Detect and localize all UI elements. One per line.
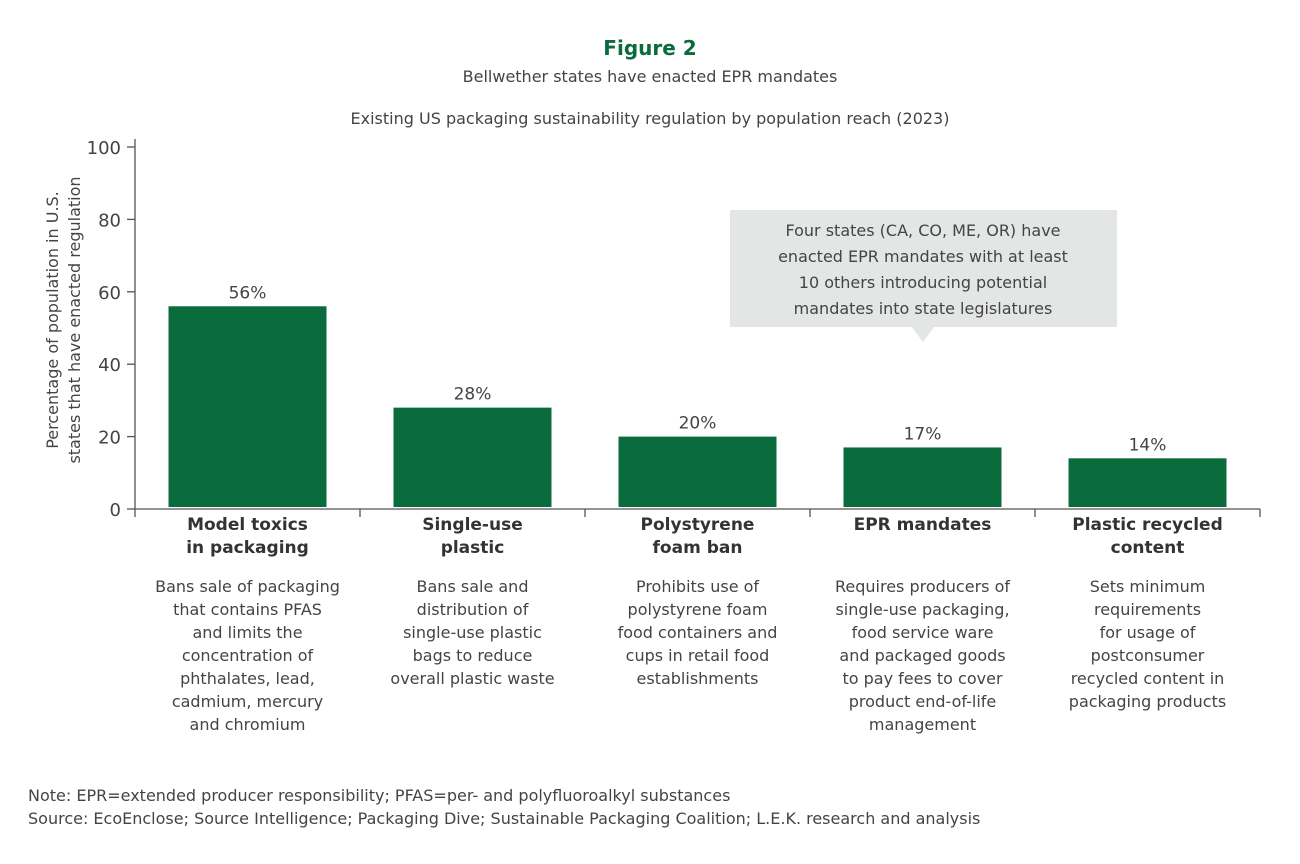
figure-label: Figure 2: [603, 36, 696, 60]
category-description: distribution of: [417, 600, 529, 619]
source: Source: EcoEnclose; Source Intelligence;…: [28, 809, 980, 828]
category-label: Plastic recycled: [1072, 515, 1223, 535]
y-axis-label-line: Percentage of population in U.S.: [43, 191, 62, 449]
chart-title: Bellwether states have enacted EPR manda…: [463, 67, 838, 86]
category-description: phthalates, lead,: [180, 669, 315, 688]
category-label: EPR mandates: [854, 515, 992, 535]
annotation-text: Four states (CA, CO, ME, OR) have: [785, 221, 1060, 240]
category-description: and limits the: [192, 623, 302, 642]
category-description: cadmium, mercury: [172, 692, 323, 711]
note: Note: EPR=extended producer responsibili…: [28, 786, 730, 805]
category-description: food service ware: [852, 623, 994, 642]
bar-value-label: 14%: [1129, 435, 1167, 455]
bar-value-label: 17%: [904, 424, 942, 444]
annotation-text: 10 others introducing potential: [799, 273, 1047, 292]
category-description: and packaged goods: [839, 646, 1005, 665]
category-label: Single-use: [422, 515, 523, 535]
bar: [1068, 458, 1227, 507]
bar: [618, 436, 777, 507]
category-description: product end-of-life: [849, 692, 997, 711]
annotation-text: mandates into state legislatures: [794, 299, 1053, 318]
category-description: Prohibits use of: [636, 577, 759, 596]
category-description: that contains PFAS: [173, 600, 322, 619]
category-description: recycled content in: [1071, 669, 1225, 688]
category-label: content: [1111, 538, 1185, 558]
category-label: Polystyrene: [641, 515, 755, 535]
y-axis-label: Percentage of population in U.S. states t…: [43, 176, 84, 463]
y-axis-label-line: states that have enacted regulation: [65, 176, 84, 463]
category-label: in packaging: [186, 538, 309, 558]
category-description: packaging products: [1069, 692, 1226, 711]
category-description: for usage of: [1100, 623, 1196, 642]
annotation-pointer: [912, 327, 934, 342]
category-description: concentration of: [182, 646, 314, 665]
bar: [393, 407, 552, 507]
y-tick-label: 80: [98, 210, 121, 231]
category-description: single-use plastic: [403, 623, 542, 642]
bar-value-label: 28%: [454, 385, 492, 405]
category-description: Requires producers of: [835, 577, 1010, 596]
category-description: food containers and: [618, 623, 778, 642]
axes: 0 20 40 60 80 100: [87, 138, 1261, 521]
category-description: postconsumer: [1091, 646, 1205, 665]
chart-subtitle: Existing US packaging sustainability reg…: [351, 109, 950, 128]
bar: [168, 306, 327, 507]
category-label: Model toxics: [187, 515, 308, 535]
y-tick-label: 40: [98, 355, 121, 376]
annotation-box: [730, 210, 1117, 327]
y-tick-label: 60: [98, 283, 121, 304]
category-description: Sets minimum: [1090, 577, 1206, 596]
category-description: Bans sale of packaging: [155, 577, 340, 596]
category-description: and chromium: [190, 715, 306, 734]
y-tick-label: 0: [110, 500, 121, 521]
bars: 56% 28% 20% 17% 14%: [168, 283, 1227, 507]
category-label: plastic: [441, 538, 505, 558]
y-tick-label: 20: [98, 428, 121, 449]
bar: [843, 447, 1002, 507]
category-label: foam ban: [653, 538, 743, 558]
category-description: Bans sale and: [417, 577, 529, 596]
bar-value-label: 56%: [229, 283, 267, 303]
category-description: requirements: [1094, 600, 1201, 619]
category-description: management: [869, 715, 976, 734]
annotation-callout: Four states (CA, CO, ME, OR) have enacted…: [730, 210, 1117, 342]
bar-value-label: 20%: [679, 414, 717, 434]
category-description: bags to reduce: [413, 646, 533, 665]
category-description: to pay fees to cover: [842, 669, 1002, 688]
category-description: overall plastic waste: [390, 669, 554, 688]
y-tick-label: 100: [87, 138, 121, 159]
category-description: cups in retail food: [626, 646, 770, 665]
category-description: establishments: [637, 669, 759, 688]
category-description: single-use packaging,: [835, 600, 1009, 619]
category-labels: Model toxics in packaging Bans sale of pac…: [155, 515, 1226, 734]
annotation-text: enacted EPR mandates with at least: [778, 247, 1068, 266]
category-description: polystyrene foam: [628, 600, 768, 619]
